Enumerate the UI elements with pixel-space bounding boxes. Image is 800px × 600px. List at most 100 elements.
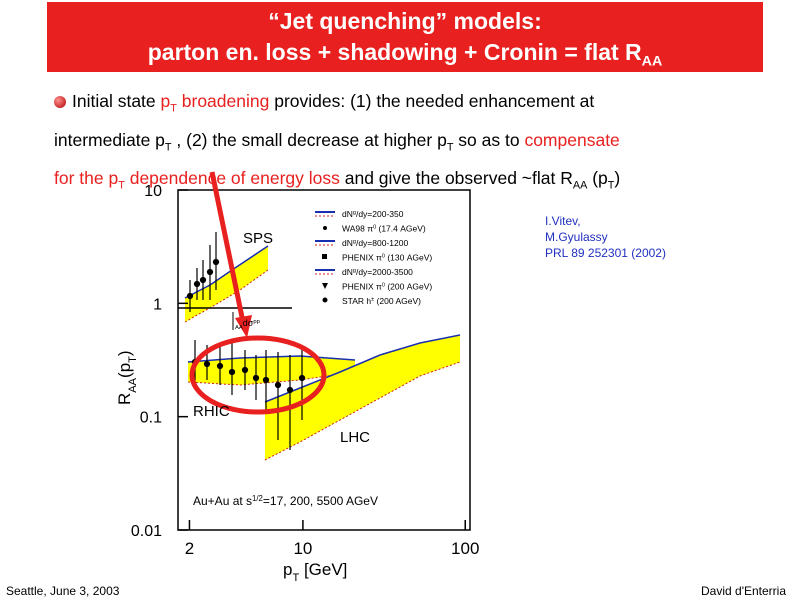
text-segment: dσ	[243, 318, 254, 328]
text-segment: SPS	[243, 230, 273, 247]
text-segment: AA	[235, 325, 243, 331]
text-segment: AA	[127, 377, 139, 392]
text-segment: 0	[373, 225, 376, 231]
text-line: parton en. loss + shadowing + Cronin = f…	[47, 37, 763, 78]
x-tick-label: 2	[185, 539, 194, 558]
text-segment: pp	[253, 319, 260, 325]
annotation: RHIC	[193, 403, 230, 420]
text-segment: 0	[382, 283, 385, 289]
text-segment: T	[127, 356, 139, 363]
y-tick-label: 0.01	[131, 523, 162, 540]
text-segment: T	[607, 179, 615, 192]
slide-title: “Jet quenching” models: parton en. loss +…	[47, 2, 763, 72]
text-segment: AA	[572, 179, 588, 192]
text-segment: (p	[115, 363, 134, 378]
y-axis-label: RAA(pT)	[115, 350, 139, 405]
legend-entry: STAR h± (200 AGeV)	[342, 296, 421, 306]
text-line: intermediate pT , (2) the small decrease…	[54, 125, 774, 164]
text-segment: (130 AGeV)	[385, 253, 432, 263]
x-tick-label: 10	[293, 539, 312, 558]
legend-entry: dNg/dy=800-1200	[342, 238, 408, 248]
text-segment: T	[164, 141, 172, 153]
legend-entry: WA98 π0 (17.4 AGeV)	[342, 224, 426, 234]
y-tick-label: 1	[153, 296, 162, 313]
text-segment: [GeV]	[299, 560, 347, 579]
text-segment: broadening	[176, 91, 270, 111]
text-segment: ±	[371, 297, 374, 303]
text-segment: g	[353, 239, 356, 245]
legend-markers	[315, 211, 335, 303]
text-segment: (200 AGeV)	[374, 296, 421, 306]
band-edge	[187, 355, 356, 363]
sps-band	[185, 246, 268, 322]
text-segment: p	[160, 91, 171, 111]
text-segment: AA	[641, 53, 663, 70]
citation-line: PRL 89 252301 (2002)	[545, 246, 666, 260]
text-segment: PHENIX π	[342, 253, 382, 263]
text-segment: dN	[342, 209, 353, 219]
text-segment: Initial state	[72, 91, 161, 111]
text-segment: for the p	[54, 168, 119, 188]
annotation: AAdσpp	[235, 318, 260, 331]
text-segment: provides: (1) the needed enhancement at	[269, 91, 595, 111]
data-points	[186, 232, 306, 450]
text-line: for the pT dependence of energy loss and…	[54, 163, 774, 202]
text-segment: /dy=200-350	[356, 209, 404, 219]
citation-line: I.Vitev,	[545, 214, 581, 228]
text-segment: T	[170, 102, 177, 115]
y-tick-label: 0.1	[140, 410, 162, 427]
footer-left: Seattle, June 3, 2003	[6, 584, 120, 598]
text-segment: LHC	[340, 429, 370, 446]
text-segment: g	[353, 268, 356, 274]
text-segment: =17, 200, 5500 AGeV	[263, 494, 378, 508]
annotation: Au+Au at s1/2=17, 200, 5500 AGeV	[193, 494, 378, 509]
text-segment: and give the observed ~flat R	[339, 168, 573, 188]
text-segment: /dy=2000-3500	[356, 267, 413, 277]
text-segment: dN	[342, 238, 353, 248]
x-tick-label: 100	[451, 539, 479, 558]
citation: I.Vitev, M.Gyulassy PRL 89 252301 (2002)	[545, 213, 666, 261]
text-segment: dependence of energy loss	[124, 168, 340, 188]
text-segment: so as to	[453, 129, 525, 150]
band-edge	[264, 361, 461, 461]
annotation: LHC	[340, 429, 370, 446]
text-segment: RHIC	[193, 403, 230, 420]
legend-entry: PHENIX π0 (200 AGeV)	[342, 282, 432, 292]
text-segment: T	[446, 141, 454, 153]
text-segment: )	[115, 350, 134, 356]
arrow-shaft	[209, 171, 246, 323]
text-segment: T	[118, 179, 125, 192]
annotation: SPS	[243, 230, 273, 247]
text-segment: STAR h	[342, 296, 371, 306]
text-line: “Jet quenching” models:	[47, 6, 763, 37]
y-tick-label: 10	[144, 183, 162, 200]
text-segment: )	[614, 168, 621, 188]
band-edge	[184, 269, 269, 323]
lhc-band	[265, 335, 460, 460]
text-segment: (200 AGeV)	[385, 282, 432, 292]
text-segment: WA98 π	[342, 224, 373, 234]
x-axis-label: pT [GeV]	[283, 560, 347, 584]
arrow-head	[235, 315, 252, 338]
text-segment: (17.4 AGeV)	[376, 224, 426, 234]
text-line: Initial state pT broadening provides: (1…	[54, 86, 774, 125]
text-segment: intermediate p	[54, 129, 165, 150]
text-segment: T	[292, 572, 299, 584]
footer-right: David d'Enterria	[701, 584, 786, 598]
text-segment: compensate	[524, 129, 620, 150]
text-segment: “Jet quenching” models:	[268, 8, 542, 34]
citation-line: M.Gyulassy	[545, 230, 608, 244]
highlight-ellipse	[189, 335, 327, 415]
band-edge	[264, 334, 461, 403]
bullet-icon	[54, 96, 66, 108]
text-segment: 0	[382, 254, 385, 260]
text-segment: dN	[342, 267, 353, 277]
band-edge	[187, 371, 356, 386]
text-segment: 1/2	[252, 494, 263, 503]
legend-entry: PHENIX π0 (130 AGeV)	[342, 253, 432, 263]
legend-entry: dNg/dy=2000-3500	[342, 267, 413, 277]
text-segment: Au+Au at s	[193, 494, 252, 508]
text-segment: (p	[587, 168, 608, 188]
